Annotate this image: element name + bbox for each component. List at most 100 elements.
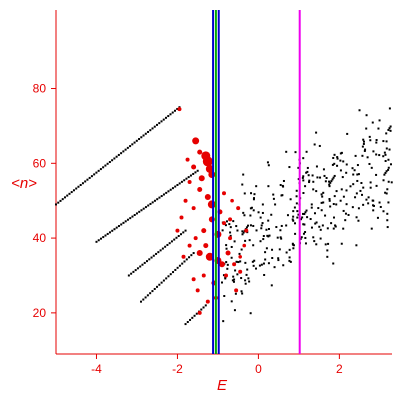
scatter-point (318, 144, 321, 147)
scatter-point (328, 180, 331, 183)
diagonal-point (106, 232, 109, 235)
scatter-point (386, 188, 389, 191)
scatter-point (341, 176, 344, 179)
scatter-point (259, 216, 262, 219)
diagonal-point (144, 206, 147, 209)
scatter-point (313, 240, 316, 243)
scatter-point (241, 183, 244, 186)
scatter-point (387, 128, 390, 131)
scatter-point (387, 158, 390, 161)
scatter-point (357, 173, 360, 176)
scatter-point (370, 166, 373, 169)
scatter-point (378, 119, 381, 122)
scatter-point (305, 171, 308, 174)
scatter-point (319, 228, 322, 231)
scatter-point (369, 181, 372, 184)
diagonal-point (81, 182, 84, 185)
scatter-point (321, 224, 324, 227)
scatter-point (255, 185, 258, 188)
scatter-point (229, 234, 232, 237)
diagonal-point (150, 256, 153, 259)
scatter-point (322, 191, 325, 194)
scatter-point (304, 211, 307, 214)
scatter-point (321, 195, 324, 198)
diagonal-point (122, 221, 125, 224)
diagonal-point (115, 155, 118, 158)
scatter-point (370, 227, 373, 230)
scatter-point (280, 224, 283, 227)
scatter-point (342, 227, 345, 230)
scatter-point (252, 224, 255, 227)
diagonal-point (170, 240, 173, 243)
scatter-point (244, 282, 247, 285)
scatter-point (357, 207, 360, 210)
diagonal-point (61, 198, 64, 201)
scatter-point (304, 242, 307, 245)
scatter-point (386, 226, 389, 229)
scatter-point (367, 202, 370, 205)
diagonal-point (183, 260, 186, 263)
scatter-point (312, 188, 315, 191)
diagonal-point (185, 177, 188, 180)
scatter-point (271, 248, 274, 251)
diagonal-point (149, 202, 152, 205)
diagonal-point (124, 148, 127, 151)
scatter-point (340, 242, 343, 245)
diagonal-point (181, 262, 184, 265)
scatter-point (263, 273, 266, 276)
y-axis-title: <n> (11, 175, 37, 192)
scatter-point (372, 199, 375, 202)
scatter-point (262, 262, 265, 265)
scatter-point (383, 151, 386, 154)
diagonal-point (160, 120, 163, 123)
scatter-point (362, 140, 365, 143)
scatter-point (255, 267, 258, 270)
red-marker (201, 273, 206, 278)
scatter-point (382, 179, 385, 182)
scatter-point (262, 238, 265, 241)
diagonal-point (99, 237, 102, 240)
scatter-point (292, 210, 295, 213)
scatter-point (361, 154, 364, 157)
diagonal-point (156, 285, 159, 288)
red-marker (225, 250, 231, 256)
diagonal-point (113, 228, 116, 231)
scatter-point (246, 268, 249, 271)
diagonal-point (171, 187, 174, 190)
scatter-point (304, 231, 307, 234)
scatter-point (288, 166, 291, 169)
scatter-point (356, 173, 359, 176)
scatter-point (324, 214, 327, 217)
scatter-point (291, 243, 294, 246)
scatter-point (261, 222, 264, 225)
scatter-point (385, 147, 388, 150)
diagonal-point (95, 171, 98, 174)
scatter-point (364, 148, 367, 151)
scatter-point (295, 195, 298, 198)
diagonal-point (176, 183, 179, 186)
diagonal-point (132, 270, 135, 273)
scatter-point (331, 163, 334, 166)
scatter-point (297, 166, 300, 169)
diagonal-point (111, 229, 114, 232)
scatter-point (262, 235, 265, 238)
diagonal-point (138, 210, 141, 213)
black-scatter-points (220, 107, 393, 323)
scatter-point (346, 132, 349, 135)
scatter-point (345, 171, 348, 174)
scatter-point (277, 257, 280, 260)
diagonal-point (133, 213, 136, 216)
scatter-point (277, 259, 280, 262)
scatter-point (303, 213, 306, 216)
scatter-point (244, 239, 247, 242)
diagonal-point (167, 275, 170, 278)
scatter-point (260, 224, 263, 227)
scatter-point (365, 127, 368, 130)
scatter-point (362, 138, 365, 141)
scatter-point (388, 107, 391, 110)
scatter-point (279, 184, 282, 187)
scatter-point (252, 197, 255, 200)
scatter-point (295, 189, 298, 192)
diagonal-point (200, 308, 203, 311)
scatter-point (326, 227, 329, 230)
